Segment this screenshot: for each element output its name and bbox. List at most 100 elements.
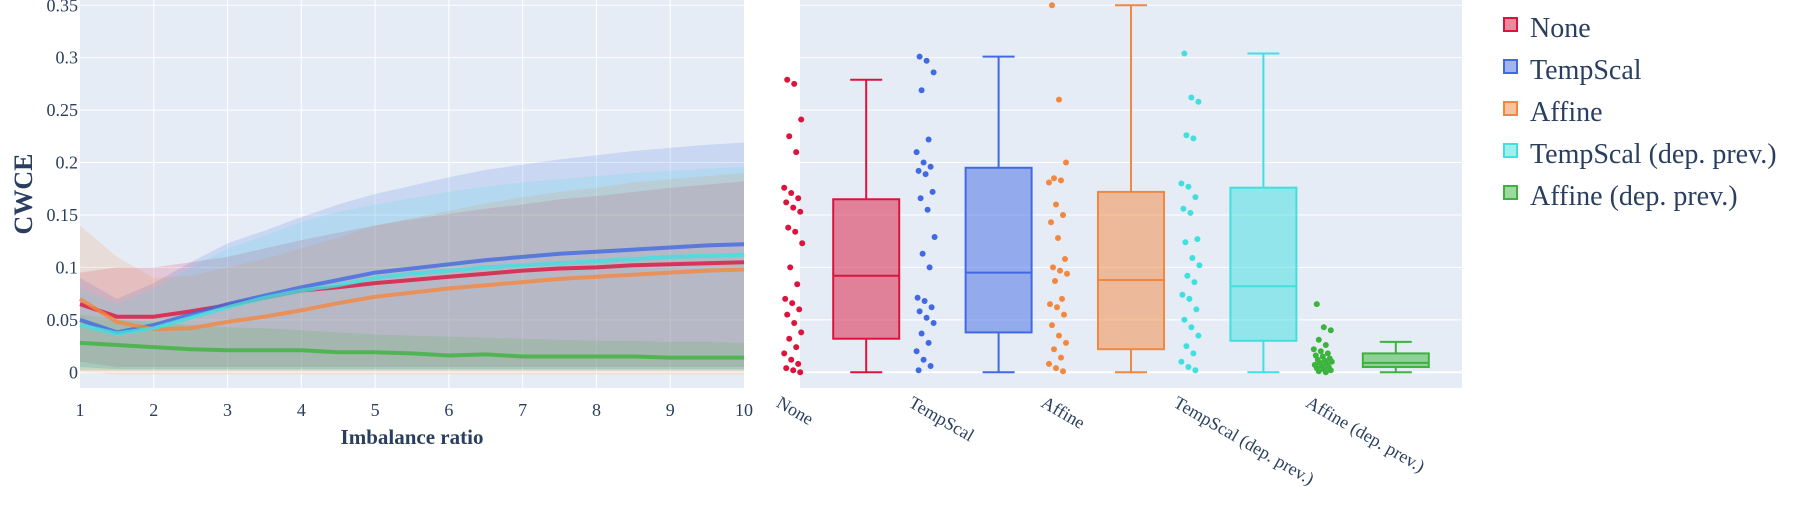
data-point: [931, 234, 938, 240]
data-point: [1195, 332, 1202, 339]
x-tick-label: 1: [76, 400, 85, 420]
data-point: [1188, 94, 1195, 101]
data-point: [1192, 367, 1199, 374]
data-point: [797, 208, 804, 215]
data-point: [795, 360, 802, 367]
box-chart: None TempScal Affine TempScal (dep. prev.)A…: [773, 0, 1462, 490]
data-point: [1047, 301, 1053, 308]
data-point: [788, 190, 795, 196]
data-point: [1184, 272, 1191, 279]
y-tick-label: 0.35: [47, 0, 79, 15]
series-line: [79, 340, 744, 360]
x-tick-label: 4: [297, 400, 306, 420]
legend-item: None: [1503, 13, 1591, 44]
box: [1097, 190, 1165, 351]
data-point: [1058, 177, 1064, 184]
data-point: [927, 163, 934, 170]
x-tick-label: 8: [592, 400, 601, 420]
box-group: [781, 76, 901, 376]
data-point: [1327, 327, 1334, 334]
data-point: [1051, 175, 1057, 182]
data-point: [1053, 365, 1059, 372]
data-point: [786, 335, 793, 342]
data-point: [1317, 348, 1324, 355]
data-point: [920, 356, 927, 363]
series-lines: [78, 242, 745, 360]
data-point: [798, 329, 805, 336]
x-tick-label: 7: [518, 400, 527, 420]
data-point: [1049, 2, 1055, 9]
data-point: [1322, 342, 1329, 348]
data-point: [1310, 346, 1317, 353]
confidence-band: [80, 142, 744, 370]
x-tick-label: 5: [371, 400, 380, 420]
data-point: [1063, 159, 1069, 166]
data-point: [918, 87, 925, 94]
data-point: [1190, 135, 1197, 142]
data-point: [784, 311, 791, 318]
category-label: TempScal (dep. prev.): [1170, 392, 1318, 489]
category-label: TempScal: [906, 392, 978, 445]
data-point: [918, 330, 925, 337]
data-point: [1324, 350, 1331, 357]
y-tick-label: 0: [69, 362, 78, 382]
data-point: [914, 294, 921, 301]
category-label: Affine: [1038, 392, 1088, 433]
data-point: [1180, 205, 1187, 212]
data-point: [781, 184, 788, 191]
y-tick-label: 0.25: [47, 100, 79, 120]
series-line: [79, 242, 745, 335]
x-tick-labels: 1 2 3 4 5 6 7 8 9 10: [76, 400, 754, 420]
data-point: [790, 204, 797, 211]
y-tick-label: 0.1: [56, 257, 79, 277]
data-point: [1315, 336, 1322, 343]
data-point: [923, 314, 930, 321]
x-tick-label: 3: [223, 400, 232, 420]
data-point: [1327, 367, 1334, 374]
data-point: [797, 369, 804, 376]
data-point: [793, 344, 800, 351]
box: [1361, 352, 1430, 369]
category-labels: None TempScal Affine TempScal (dep. prev.)A…: [773, 392, 1428, 489]
data-point: [1183, 132, 1190, 139]
data-point: [1060, 212, 1066, 218]
data-point: [793, 149, 800, 156]
data-point: [1048, 219, 1054, 226]
data-point: [1062, 256, 1068, 262]
box: [832, 198, 901, 340]
data-point: [922, 171, 929, 178]
data-point: [1320, 324, 1327, 331]
data-point: [915, 367, 922, 374]
data-point: [796, 306, 803, 313]
legend-label: TempScal: [1530, 55, 1642, 86]
data-point: [1046, 179, 1052, 186]
legend-label: TempScal (dep. prev.): [1530, 139, 1777, 170]
data-point: [795, 195, 802, 202]
data-point: [785, 224, 792, 231]
box-group: [1310, 301, 1430, 376]
data-point: [1189, 255, 1196, 261]
data-point: [1185, 364, 1192, 370]
data-point: [930, 69, 937, 76]
data-point: [799, 240, 806, 247]
data-point: [1182, 239, 1189, 246]
y-tick-labels: 0 0.05 0.1 0.15 0.2 0.25 0.3 0.35: [47, 0, 79, 382]
data-point: [794, 281, 801, 288]
x-axis-title: Imbalance ratio: [341, 425, 484, 449]
x-tick-label: 10: [735, 400, 753, 420]
data-point: [783, 199, 790, 206]
data-point: [913, 149, 920, 156]
data-point: [1195, 98, 1202, 105]
data-point: [1328, 358, 1335, 365]
data-point: [1051, 346, 1057, 353]
data-point: [920, 159, 927, 166]
line-plot-background: [80, 0, 744, 388]
x-tick-label: 2: [149, 400, 158, 420]
data-point: [1193, 306, 1200, 313]
data-point: [1194, 236, 1201, 243]
legend-item: TempScal (dep. prev.): [1503, 139, 1777, 170]
data-point: [924, 206, 931, 213]
legend-swatch: [1503, 17, 1518, 32]
data-point: [1183, 343, 1190, 350]
